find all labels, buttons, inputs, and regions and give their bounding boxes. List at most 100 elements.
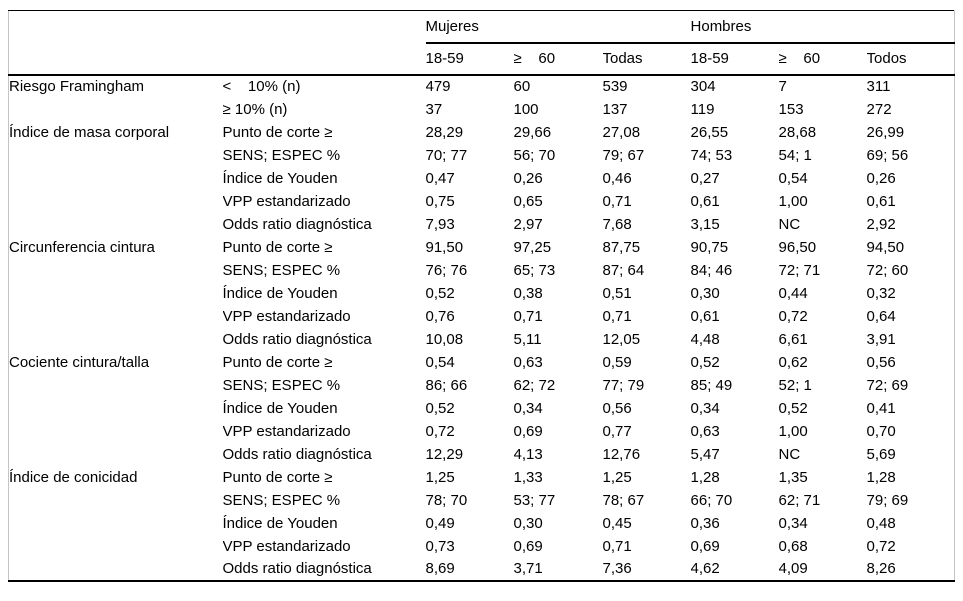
value-cell: 12,29 — [425, 445, 464, 463]
value-cell: 78; 67 — [602, 491, 645, 509]
column-header-hombres-60: ≥ 60 — [778, 42, 867, 76]
row-metric-label: Punto de corte ≥ — [222, 238, 333, 256]
value-cell: 87,75 — [602, 238, 641, 256]
value-cell: 0,41 — [866, 399, 896, 417]
value-cell: 28,68 — [778, 123, 817, 141]
value-cell: 0,72 — [425, 422, 455, 440]
table-body: Riesgo Framingham < 10% (n) 479 60 539 304 7 31… — [9, 75, 955, 581]
row-group-label — [9, 535, 223, 558]
value-cell: 0,61 — [690, 192, 720, 210]
value-cell: 0,59 — [602, 353, 632, 371]
value-cell: 0,71 — [513, 307, 543, 325]
value-cell: 72; 71 — [778, 261, 821, 279]
value-cell: 96,50 — [778, 238, 817, 256]
value-cell: 4,09 — [778, 560, 808, 577]
table-row: VPP estandarizado 0,76 0,71 0,71 0,61 0,72 0,6… — [9, 305, 955, 328]
row-group-label — [9, 167, 223, 190]
value-cell: 74; 53 — [690, 146, 733, 164]
value-cell: 0,76 — [425, 307, 455, 325]
group-header-row: Mujeres Hombres — [9, 10, 955, 44]
value-cell: 0,44 — [778, 284, 808, 302]
row-metric-label: Odds ratio diagnóstica — [222, 560, 372, 577]
column-header-hombres-18-59: 18-59 — [690, 42, 779, 76]
value-cell: 153 — [778, 100, 804, 118]
table-row: Odds ratio diagnóstica 10,08 5,11 12,05 4,48… — [9, 328, 955, 351]
value-cell: NC — [778, 215, 801, 233]
value-cell: 53; 77 — [513, 491, 556, 509]
row-group-label — [9, 190, 223, 213]
value-cell: 0,27 — [690, 169, 720, 187]
value-cell: 7 — [778, 78, 787, 95]
value-cell: 0,32 — [866, 284, 896, 302]
row-group-label — [9, 213, 223, 236]
value-cell: 1,28 — [866, 468, 896, 486]
row-metric-label: VPP estandarizado — [222, 307, 351, 325]
row-group-label — [9, 489, 223, 512]
value-cell: 1,35 — [778, 468, 808, 486]
row-group-label — [9, 305, 223, 328]
row-group-label: Circunferencia cintura — [9, 238, 155, 256]
row-group-label: Riesgo Framingham — [9, 78, 145, 95]
value-cell: 0,69 — [690, 537, 720, 555]
value-cell: 0,48 — [866, 514, 896, 532]
table-row: SENS; ESPEC % 86; 66 62; 72 77; 79 85; 49 52;… — [9, 374, 955, 397]
row-group-label: Cociente cintura/talla — [9, 353, 150, 371]
value-cell: 0,52 — [690, 353, 720, 371]
value-cell: 0,47 — [425, 169, 455, 187]
value-cell: 479 — [425, 78, 451, 95]
table-row: Odds ratio diagnóstica 12,29 4,13 12,76 5,47… — [9, 443, 955, 466]
value-cell: 0,52 — [425, 399, 455, 417]
value-cell: 60 — [513, 78, 531, 95]
value-cell: 0,72 — [866, 537, 896, 555]
value-cell: 119 — [690, 100, 715, 118]
table-row: Índice de Youden 0,52 0,38 0,51 0,30 0,44 0,32 — [9, 282, 955, 305]
value-cell: 0,69 — [513, 537, 543, 555]
row-group-label — [9, 282, 223, 305]
table-row: SENS; ESPEC % 78; 70 53; 77 78; 67 66; 70 62;… — [9, 489, 955, 512]
row-metric-label: Odds ratio diagnóstica — [222, 445, 372, 463]
value-cell: 0,52 — [425, 284, 455, 302]
value-cell: 1,33 — [513, 468, 543, 486]
value-cell: 84; 46 — [690, 261, 733, 279]
value-cell: 12,76 — [602, 445, 641, 463]
value-cell: 27,08 — [602, 123, 641, 141]
group-header-hombres: Hombres — [690, 10, 955, 44]
value-cell: 90,75 — [690, 238, 729, 256]
value-cell: NC — [778, 445, 801, 463]
value-cell: 0,49 — [425, 514, 455, 532]
value-cell: 0,52 — [778, 399, 808, 417]
value-cell: 1,00 — [778, 422, 808, 440]
row-metric-label: Índice de Youden — [222, 399, 338, 417]
value-cell: 539 — [602, 78, 628, 95]
column-header-row: 18-59 ≥ 60 Todas 18-59 ≥ 60 Todos — [8, 42, 955, 76]
row-metric-label: Punto de corte ≥ — [222, 123, 333, 141]
table-row: VPP estandarizado 0,72 0,69 0,77 0,63 1,00 0,7… — [9, 420, 955, 443]
value-cell: 0,68 — [778, 537, 808, 555]
value-cell: 0,38 — [513, 284, 543, 302]
value-cell: 311 — [866, 78, 891, 95]
column-header-mujeres-todas: Todas — [602, 42, 691, 76]
table-row: Índice de Youden 0,49 0,30 0,45 0,36 0,34 0,48 — [9, 512, 955, 535]
table-row: ≥ 10% (n) 37 100 137 119 153 272 — [9, 98, 955, 121]
row-group-label — [9, 512, 223, 535]
value-cell: 1,25 — [425, 468, 455, 486]
table-row: SENS; ESPEC % 70; 77 56; 70 79; 67 74; 53 54;… — [9, 144, 955, 167]
value-cell: 0,34 — [778, 514, 808, 532]
row-metric-label: Punto de corte ≥ — [222, 353, 333, 371]
row-metric-label: Índice de Youden — [222, 514, 338, 532]
value-cell: 2,97 — [513, 215, 543, 233]
value-cell: 1,00 — [778, 192, 808, 210]
value-cell: 3,15 — [690, 215, 720, 233]
table-row: Riesgo Framingham < 10% (n) 479 60 539 304 7 31… — [9, 75, 955, 98]
value-cell: 26,55 — [690, 123, 729, 141]
value-cell: 0,45 — [602, 514, 632, 532]
table-row: Odds ratio diagnóstica 7,93 2,97 7,68 3,15 NC… — [9, 213, 955, 236]
table-row: Circunferencia cintura Punto de corte ≥ 91… — [9, 236, 955, 259]
row-metric-label: SENS; ESPEC % — [222, 146, 341, 164]
value-cell: 0,64 — [866, 307, 896, 325]
value-cell: 0,26 — [513, 169, 543, 187]
value-cell: 69; 56 — [866, 146, 909, 164]
value-cell: 0,56 — [866, 353, 896, 371]
row-metric-label: VPP estandarizado — [222, 422, 351, 440]
